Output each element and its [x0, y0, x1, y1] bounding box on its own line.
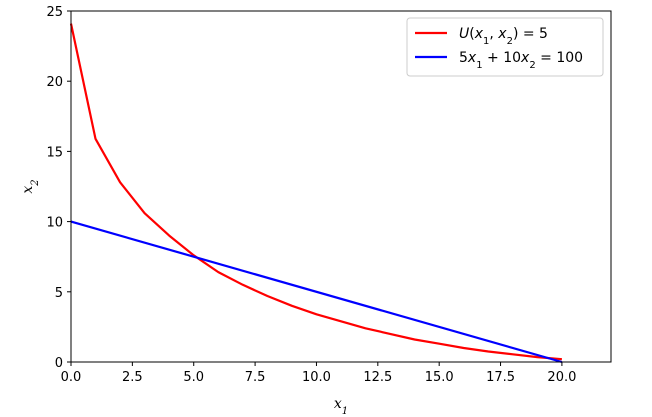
x-tick-label: 17.5	[486, 370, 515, 385]
legend-box	[406, 17, 604, 77]
y-tick-label: 0	[55, 356, 63, 371]
y-axis-label: x2	[20, 179, 41, 193]
x-tick-label: 5.0	[183, 370, 204, 385]
x-tick-label: 12.5	[363, 370, 392, 385]
legend-label-1: U(x1, x2) = 5	[459, 26, 548, 47]
x-tick-label: 2.5	[122, 370, 143, 385]
x-tick-label: 20.0	[547, 370, 576, 385]
legend: U(x1, x2) = 5 5x1 + 10x2 = 100	[406, 17, 604, 77]
x-tick-label: 7.5	[245, 370, 266, 385]
y-tick-label: 15	[46, 145, 63, 160]
legend-entries: U(x1, x2) = 5 5x1 + 10x2 = 100	[415, 26, 583, 71]
y-tick-label: 20	[46, 75, 63, 90]
x-tick-label: 15.0	[425, 370, 454, 385]
x-axis-label: x1	[334, 396, 348, 417]
x-tick-label: 10.0	[302, 370, 331, 385]
plot-frame	[70, 10, 612, 363]
series-line-2	[70, 220, 563, 364]
x-tick-label: 0.0	[61, 370, 82, 385]
x-axis-ticks: 0.0 2.5 5.0 7.5 10.0 12.5 15.0 17.5 20.0	[61, 362, 576, 385]
y-axis-ticks: 0 5 10 15 20 25	[46, 5, 71, 371]
y-tick-label: 25	[46, 5, 63, 20]
series-line-1	[69, 23, 562, 361]
y-tick-label: 5	[55, 286, 63, 301]
legend-label-2: 5x1 + 10x2 = 100	[459, 50, 583, 71]
y-tick-label: 10	[46, 216, 63, 231]
plot-lines	[69, 23, 563, 364]
